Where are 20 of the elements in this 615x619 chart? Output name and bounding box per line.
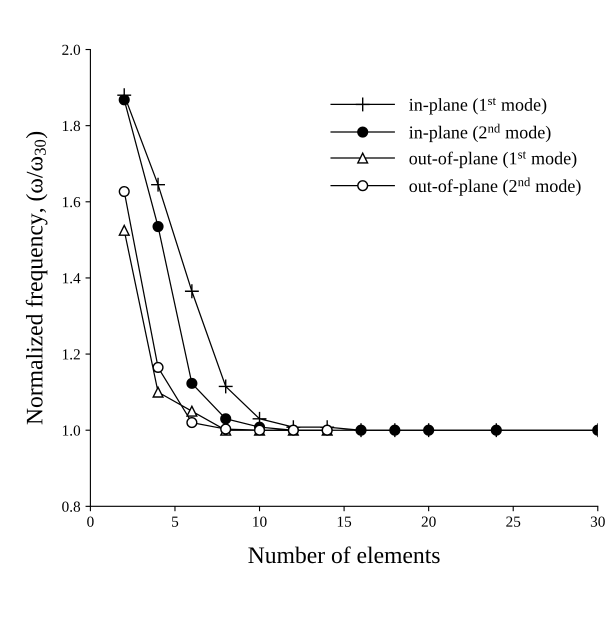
x-tick-label: 5 <box>172 516 178 527</box>
y-tick-label: 2.0 <box>62 44 80 56</box>
legend-label: out-of-plane (1$^{st}$ mode) <box>409 151 576 168</box>
y-tick-label: 1.8 <box>62 120 80 132</box>
x-tick-label: 10 <box>253 516 267 527</box>
y-tick-label: 1.6 <box>62 196 80 208</box>
y-tick-label: 0.8 <box>62 501 80 512</box>
y-tick-label: 1.4 <box>62 273 80 284</box>
legend-label: out-of-plane (2$^{nd}$ mode) <box>409 177 581 196</box>
y-tick-label: 1.0 <box>62 425 80 436</box>
x-tick-label: 25 <box>506 516 520 527</box>
legend-label: in-plane (2$^{nd}$ mode) <box>409 124 550 142</box>
y-axis-title: Normalized frequency, (ω/ω$_{30}$) <box>26 132 48 424</box>
x-tick-label: 15 <box>338 516 352 527</box>
y-tick-label: 1.2 <box>62 349 80 360</box>
x-axis-title: Number of elements <box>248 546 440 564</box>
legend-label: in-plane (1$^{st}$ mode) <box>409 98 546 115</box>
x-tick-label: 20 <box>422 516 436 527</box>
x-tick-label: 0 <box>87 516 94 527</box>
x-tick-label: 30 <box>590 516 605 527</box>
